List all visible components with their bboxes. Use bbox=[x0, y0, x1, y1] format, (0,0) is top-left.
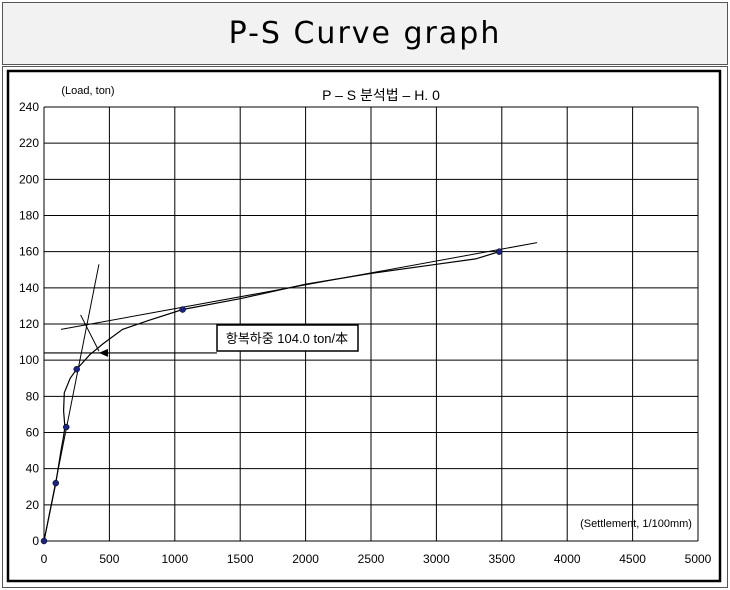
data-point bbox=[73, 365, 80, 373]
y-tick-label: 140 bbox=[19, 281, 39, 295]
y-tick-label: 200 bbox=[19, 172, 39, 186]
x-tick-label: 3500 bbox=[488, 552, 515, 566]
ps-curve-chart: 0 500 1000 1500 2000 2500 3000 3500 4000 4500 5000… bbox=[6, 69, 722, 583]
x-tick-label: 4500 bbox=[619, 552, 646, 566]
data-point bbox=[52, 479, 60, 487]
chart-panel: 0 500 1000 1500 2000 2500 3000 3500 4000 4500 5000… bbox=[2, 66, 728, 588]
x-tick-label: 0 bbox=[41, 552, 48, 566]
tick-labels: 0 500 1000 1500 2000 2500 3000 3500 4000 4500 5000… bbox=[19, 100, 712, 566]
x-tick-label: 3000 bbox=[423, 552, 450, 566]
tangent-line bbox=[80, 314, 100, 352]
chart-title: P – S 분석법 – H. 0 bbox=[322, 87, 440, 103]
y-tick-label: 120 bbox=[19, 317, 39, 331]
yield-load-annotation: 항복하중 104.0 ton/本 bbox=[226, 331, 348, 346]
x-tick-label: 5000 bbox=[685, 552, 712, 566]
plot-frame bbox=[6, 69, 722, 583]
yield-load-annotation-box bbox=[216, 324, 359, 352]
page-title: P-S Curve graph bbox=[228, 16, 502, 51]
series bbox=[40, 248, 503, 545]
x-tick-label: 500 bbox=[99, 552, 119, 566]
y-tick-label: 80 bbox=[26, 389, 40, 403]
y-tick-label: 240 bbox=[19, 100, 39, 114]
y-tick-label: 100 bbox=[19, 353, 39, 367]
x-axis-label: (Settlement, 1/100mm) bbox=[580, 518, 692, 530]
x-tick-label: 2000 bbox=[292, 552, 319, 566]
y-tick-label: 20 bbox=[26, 498, 40, 512]
y-tick-label: 60 bbox=[26, 426, 40, 440]
x-tick-label: 4000 bbox=[554, 552, 581, 566]
data-point bbox=[179, 306, 186, 313]
y-tick-label: 0 bbox=[32, 534, 39, 548]
data-point bbox=[62, 423, 70, 431]
data-point bbox=[40, 537, 48, 545]
y-tick-label: 180 bbox=[19, 209, 39, 223]
x-tick-label: 1500 bbox=[227, 552, 254, 566]
data-point bbox=[495, 248, 503, 255]
y-axis-label: (Load, ton) bbox=[61, 85, 114, 97]
y-tick-label: 160 bbox=[19, 245, 39, 259]
annotation-arrow-head bbox=[98, 348, 108, 357]
y-tick-label: 40 bbox=[26, 462, 40, 476]
page-header: P-S Curve graph bbox=[2, 2, 728, 65]
y-tick-label: 220 bbox=[19, 136, 39, 150]
ps-curve-line bbox=[43, 251, 500, 542]
x-tick-label: 2500 bbox=[358, 552, 385, 566]
grid bbox=[43, 106, 699, 542]
x-tick-label: 1000 bbox=[161, 552, 188, 566]
